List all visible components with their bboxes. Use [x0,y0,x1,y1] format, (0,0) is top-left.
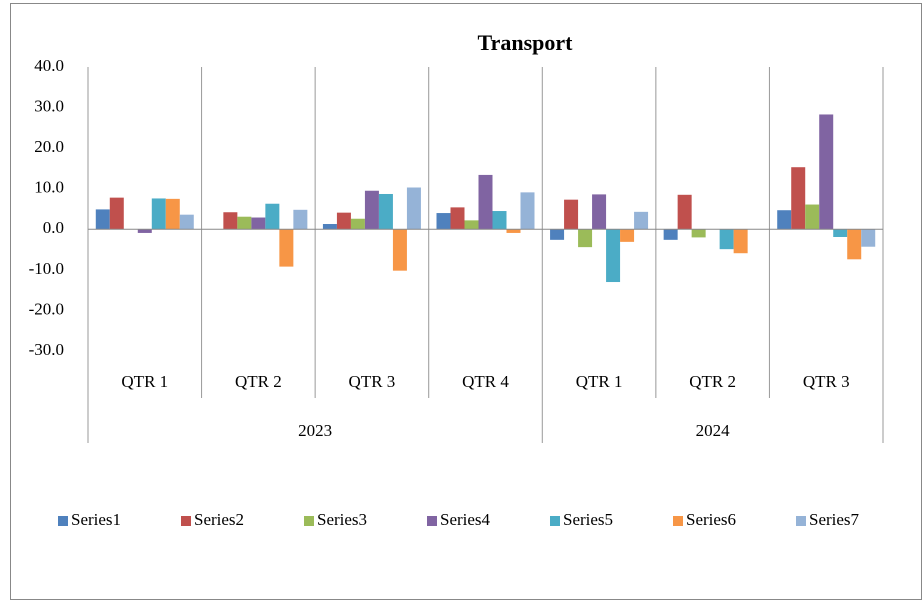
x-tick-label: QTR 1 [576,372,623,391]
legend-label: Series7 [809,510,860,529]
bar [791,167,806,230]
bar [506,229,521,233]
bar [550,229,565,240]
bar [464,220,479,230]
bar [109,197,124,230]
bar [436,213,451,230]
bar [805,204,820,230]
x-tick-label: QTR 3 [349,372,396,391]
bar [620,229,635,242]
bar [861,229,876,247]
bar [406,187,421,230]
bar [223,212,238,230]
bar [733,229,748,254]
bar [691,229,706,238]
bar [137,229,152,233]
chart-title: Transport [478,30,574,55]
x-tick-label: QTR 1 [121,372,168,391]
legend-swatch [550,516,560,526]
bar [179,214,194,230]
legend-label: Series4 [440,510,491,529]
bar [592,194,607,230]
bar [279,229,294,267]
legend-swatch [304,516,314,526]
bar [492,211,507,230]
bar [833,229,848,237]
legend-label: Series2 [194,510,244,529]
legend-swatch [673,516,683,526]
bar [578,229,593,248]
bar [336,212,351,230]
bar [777,210,792,230]
legend-label: Series1 [71,510,121,529]
x-tick-label: QTR 2 [689,372,736,391]
y-tick-label: 10.0 [34,178,64,197]
group-label: 2023 [298,421,332,440]
bar [237,216,252,230]
bar [251,217,266,230]
bar [663,229,678,240]
bar [165,198,180,230]
legend-swatch [427,516,437,526]
y-tick-label: 40.0 [34,56,64,75]
bar [364,190,379,230]
y-tick-label: 20.0 [34,137,64,156]
x-tick-label: QTR 3 [803,372,850,391]
y-tick-label: -10.0 [29,259,64,278]
x-tick-label: QTR 4 [462,372,509,391]
y-tick-label: -30.0 [29,340,64,359]
bar [450,207,465,230]
bar [378,193,393,230]
bar [392,229,407,271]
legend-label: Series6 [686,510,736,529]
bar [151,198,166,230]
legend-swatch [181,516,191,526]
bar [350,218,365,230]
bar [634,211,649,230]
bar [677,194,692,230]
bar [265,203,280,230]
legend-swatch [796,516,806,526]
bar [95,209,110,230]
legend-swatch [58,516,68,526]
bar [322,224,337,230]
y-tick-label: -20.0 [29,299,64,318]
y-tick-label: 30.0 [34,96,64,115]
bar [606,229,621,283]
y-tick-label: 0.0 [43,218,64,237]
group-label: 2024 [696,421,731,440]
legend-label: Series5 [563,510,613,529]
bar [293,209,308,230]
legend-label: Series3 [317,510,367,529]
x-tick-label: QTR 2 [235,372,282,391]
bar [847,229,862,260]
bar [719,229,734,250]
bar [478,174,493,230]
bar [819,114,834,230]
bar [520,192,535,230]
bar [564,199,579,230]
